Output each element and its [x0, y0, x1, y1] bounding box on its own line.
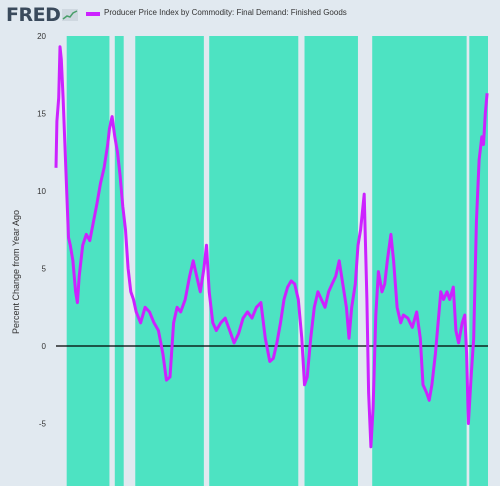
recession-band [123, 36, 136, 486]
recession-band [109, 36, 115, 486]
y-tick-label: 10 [37, 187, 46, 196]
expansion-shading [56, 36, 488, 486]
y-tick-label: -5 [39, 420, 47, 429]
legend-swatch [86, 12, 100, 16]
recession-band [298, 36, 305, 486]
recession-band [466, 36, 470, 486]
chart-header: FRED Producer Price Index by Commodity: … [0, 0, 500, 30]
legend-label: Producer Price Index by Commodity: Final… [104, 8, 347, 17]
y-tick-label: 20 [37, 32, 46, 41]
fred-logo-graph-icon [62, 9, 78, 21]
y-tick-label: 15 [37, 110, 46, 119]
recession-band [56, 36, 67, 486]
series-line [54, 45, 489, 449]
y-tick-label: 5 [42, 265, 47, 274]
y-tick-label: 0 [42, 342, 47, 351]
fred-logo: FRED [6, 4, 61, 26]
